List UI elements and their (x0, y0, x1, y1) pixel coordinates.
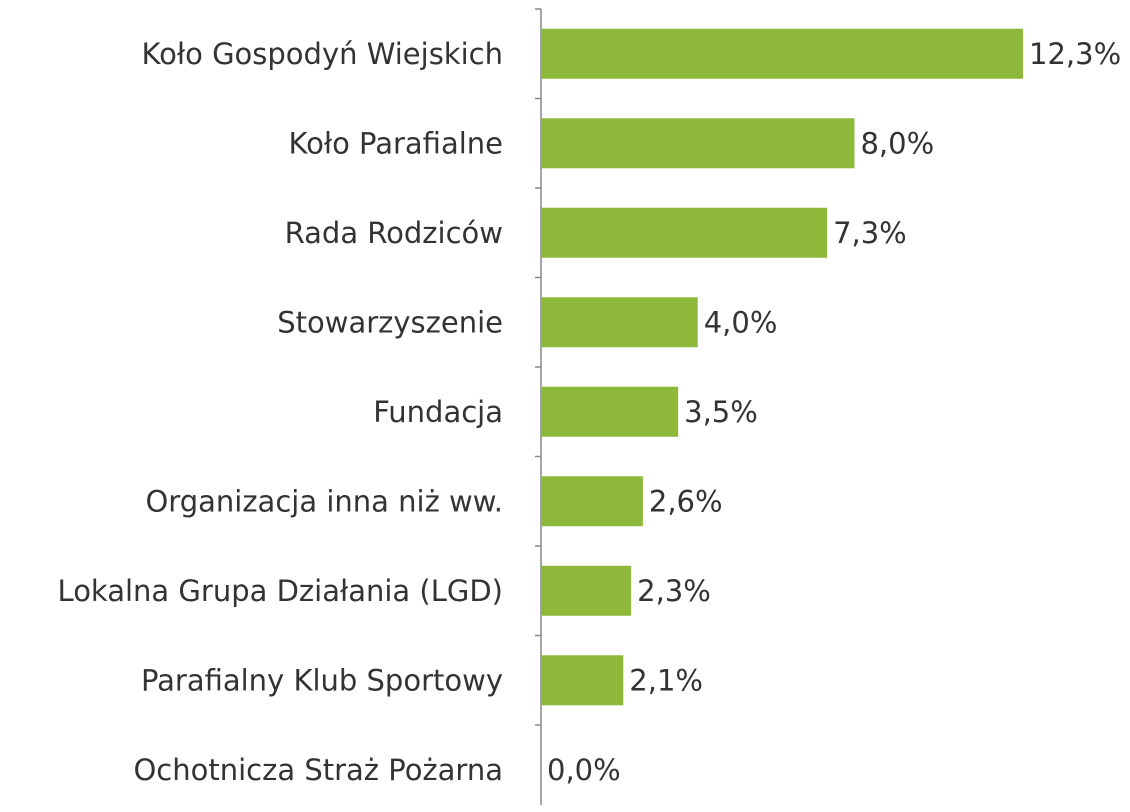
bar (541, 386, 679, 437)
bar (541, 297, 698, 348)
value-label: 2,6% (649, 484, 723, 518)
value-label: 2,3% (637, 574, 711, 608)
value-label: 12,3% (1029, 37, 1121, 71)
category-label: Koło Gospodyń Wiejskich (142, 37, 503, 71)
bar (541, 118, 855, 169)
bar (541, 28, 1023, 79)
bar (541, 565, 632, 616)
category-label: Lokalna Grupa Działania (LGD) (58, 574, 503, 608)
value-label: 8,0% (860, 126, 934, 160)
category-label: Ochotnicza Straż Pożarna (133, 753, 503, 787)
category-label: Stowarzyszenie (277, 305, 503, 339)
category-label: Organizacja inna niż ww. (145, 484, 503, 518)
category-label: Parafialny Klub Sportowy (141, 663, 503, 697)
value-label: 7,3% (833, 216, 907, 250)
value-label: 0,0% (547, 753, 621, 787)
value-label: 4,0% (704, 305, 778, 339)
value-label: 3,5% (684, 395, 758, 429)
bar (541, 476, 643, 527)
value-label: 2,1% (629, 663, 703, 697)
category-label: Rada Rodziców (285, 216, 503, 250)
bar (541, 207, 828, 258)
category-label: Fundacja (373, 395, 503, 429)
category-label: Koło Parafialne (289, 126, 503, 160)
bar (541, 655, 624, 706)
